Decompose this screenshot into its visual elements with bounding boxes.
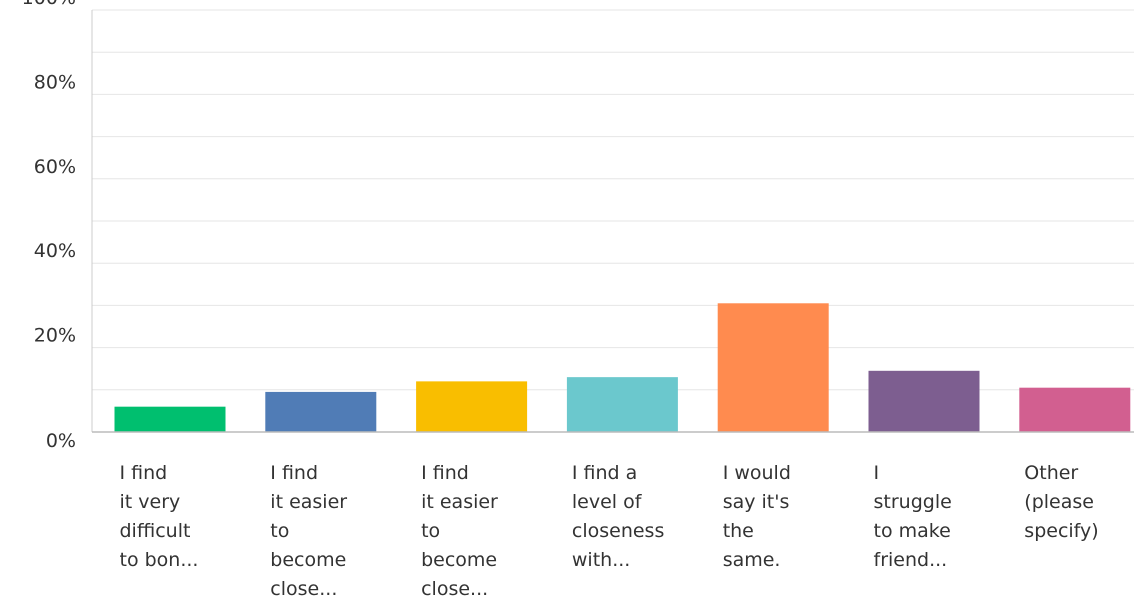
y-tick-label: 100% (22, 0, 76, 9)
x-category-label: Other (please specify) (1024, 462, 1098, 542)
bar (1019, 387, 1131, 432)
bar (868, 370, 980, 432)
x-category-label: I find it very difficult to bon... (120, 462, 199, 571)
bar (416, 381, 528, 432)
bars (114, 303, 1131, 432)
x-category-label: I find a level of closeness with... (572, 462, 664, 571)
bar (717, 303, 829, 432)
y-tick-label: 40% (34, 240, 76, 262)
x-axis-category-labels: I find it very difficult to bon... I find it … (120, 462, 1099, 600)
gridlines (92, 9, 1134, 391)
bar (114, 406, 226, 432)
y-axis-tick-labels: 0% 20% 40% 60% 80% 100% (22, 0, 76, 452)
x-category-label: I find it easier to become close... (421, 462, 498, 600)
y-tick-label: 20% (34, 325, 76, 347)
x-category-label: I would say it's the same. (723, 462, 791, 571)
y-tick-label: 80% (34, 71, 76, 93)
y-tick-label: 0% (46, 430, 76, 452)
bar (265, 391, 377, 432)
y-tick-label: 60% (34, 156, 76, 178)
x-category-label: I find it easier to become close... (270, 462, 347, 600)
bar (566, 377, 678, 432)
